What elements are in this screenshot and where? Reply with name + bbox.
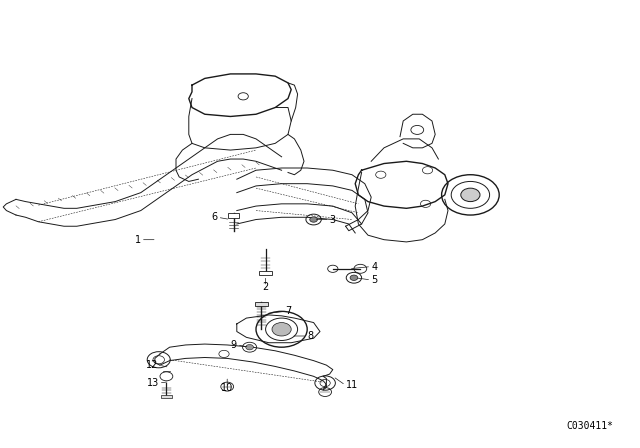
Text: 11: 11: [346, 380, 358, 390]
Circle shape: [350, 275, 358, 280]
Text: 3: 3: [330, 215, 336, 224]
Text: 5: 5: [371, 275, 378, 285]
Text: 13: 13: [147, 378, 159, 388]
Bar: [161, 395, 172, 398]
Text: C030411*: C030411*: [566, 421, 613, 431]
Text: 12: 12: [147, 360, 159, 370]
Text: 7: 7: [285, 306, 291, 316]
Circle shape: [272, 323, 291, 336]
Circle shape: [310, 217, 317, 222]
Circle shape: [246, 345, 253, 350]
Text: 9: 9: [230, 340, 237, 350]
Text: 8: 8: [307, 331, 314, 341]
Bar: [259, 271, 272, 275]
Text: 2: 2: [262, 282, 269, 292]
Bar: [228, 213, 239, 218]
Text: 4: 4: [371, 262, 378, 271]
FancyBboxPatch shape: [255, 302, 268, 306]
Text: 1: 1: [134, 235, 141, 245]
Text: 10: 10: [221, 383, 234, 392]
Text: 6: 6: [211, 212, 218, 222]
Circle shape: [461, 188, 480, 202]
